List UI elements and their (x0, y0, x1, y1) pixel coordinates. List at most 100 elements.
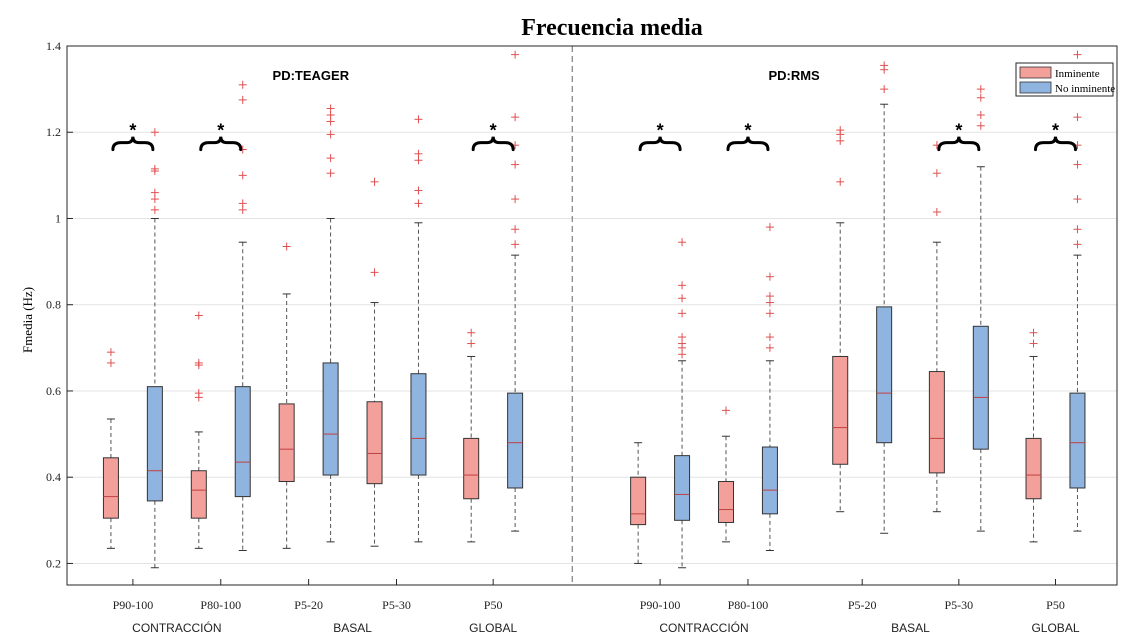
outlier-marker (414, 199, 423, 208)
outlier-marker (765, 343, 774, 352)
legend-swatch-inminente (1019, 66, 1052, 79)
outlier-marker (678, 294, 687, 303)
label-layer: 0.2 0.4 0.6 0.8 1 1.2 1.4 PD:TEAGER PD:RMS P90-10… (46, 39, 1080, 635)
outlier-marker (1073, 195, 1082, 204)
outlier-marker (932, 208, 941, 217)
significance-brace (638, 136, 682, 152)
box-inminente (278, 403, 295, 483)
outlier-marker (150, 128, 159, 137)
outlier-marker (282, 242, 291, 251)
outlier-marker (106, 358, 115, 367)
outlier-marker (511, 225, 520, 234)
significance-brace (111, 136, 155, 152)
box-inminente (832, 355, 849, 465)
outlier-marker (194, 311, 203, 320)
outlier-marker (765, 272, 774, 281)
outlier-marker (976, 121, 985, 130)
x-tick-label: P80-100 (728, 598, 769, 612)
outlier-marker (511, 240, 520, 249)
x-tick-label: P5-30 (382, 598, 411, 612)
outlier-marker (765, 292, 774, 301)
outlier-marker (976, 110, 985, 119)
x-tick-label: P90-100 (113, 598, 154, 612)
x-tick-label: P5-20 (848, 598, 877, 612)
significance-brace (1033, 136, 1077, 152)
group-label: GLOBAL (469, 621, 517, 635)
y-tick-label: 0.8 (46, 298, 61, 312)
group-label: CONTRACCIÓN (659, 620, 748, 635)
group-label: BASAL (891, 621, 930, 635)
box-inminente (717, 481, 734, 523)
outlier-marker (976, 93, 985, 102)
outlier-marker (326, 130, 335, 139)
outlier-marker (414, 149, 423, 158)
x-tick-label: P5-20 (294, 598, 323, 612)
outlier-marker (678, 238, 687, 247)
box-no-inminente (234, 386, 251, 498)
box-inminente (630, 476, 647, 526)
outlier-marker (511, 113, 520, 122)
outlier-marker (836, 177, 845, 186)
outlier-marker (836, 126, 845, 135)
outlier-marker (1073, 113, 1082, 122)
outlier-marker (150, 188, 159, 197)
outlier-marker (932, 169, 941, 178)
outlier-marker (678, 281, 687, 290)
box-no-inminente (1069, 392, 1086, 489)
significance-asterisk: * (129, 121, 136, 141)
outlier-marker (511, 50, 520, 59)
outlier-marker (238, 80, 247, 89)
outlier-marker (511, 160, 520, 169)
panel-title: PD:RMS (768, 68, 820, 83)
outlier-marker (194, 389, 203, 398)
outlier-marker (370, 268, 379, 277)
box-inminente (463, 437, 480, 500)
x-tick-label: P5-30 (945, 598, 974, 612)
outlier-marker (150, 205, 159, 214)
x-tick-label: P90-100 (640, 598, 681, 612)
outlier-marker (326, 104, 335, 113)
y-tick-label: 0.2 (46, 556, 61, 570)
significance-asterisk: * (657, 121, 664, 141)
outlier-marker (678, 333, 687, 342)
outlier-marker (106, 348, 115, 357)
outlier-marker (1029, 328, 1038, 337)
significance-brace (937, 136, 981, 152)
outlier-marker (1073, 50, 1082, 59)
significance-brace (471, 136, 515, 152)
outlier-marker (326, 154, 335, 163)
y-tick-label: 0.4 (46, 470, 61, 484)
box-inminente (190, 470, 207, 519)
legend-swatch-no-inminente (1019, 81, 1052, 94)
outlier-marker (238, 95, 247, 104)
significance-asterisk: * (955, 121, 962, 141)
outlier-marker (511, 195, 520, 204)
box-no-inminente (507, 392, 524, 489)
box-no-inminente (876, 306, 893, 444)
box-inminente (928, 371, 945, 474)
plot-frame (66, 45, 1118, 586)
outlier-marker (467, 328, 476, 337)
significance-brace (199, 136, 243, 152)
box-no-inminente (972, 325, 989, 450)
outlier-marker (880, 61, 889, 70)
panel-title: PD:TEAGER (273, 68, 350, 83)
y-tick-label: 1.4 (46, 39, 61, 53)
box-inminente (102, 457, 119, 519)
outlier-marker (976, 85, 985, 94)
y-tick-label: 1.2 (46, 125, 61, 139)
significance-asterisk: * (217, 121, 224, 141)
chart-title: Frecuencia media (521, 15, 703, 41)
y-tick-label: 0.6 (46, 384, 61, 398)
legend: Inminente No inminente (1015, 62, 1115, 97)
y-tick-label: 1 (55, 211, 61, 225)
legend-label-no-inminente: No inminente (1055, 83, 1115, 95)
outlier-marker (1073, 240, 1082, 249)
group-label: BASAL (333, 621, 372, 635)
outlier-marker (765, 223, 774, 232)
x-tick-label: P80-100 (200, 598, 241, 612)
significance-brace (726, 136, 770, 152)
box-no-inminente (674, 455, 691, 521)
outlier-marker (765, 309, 774, 318)
